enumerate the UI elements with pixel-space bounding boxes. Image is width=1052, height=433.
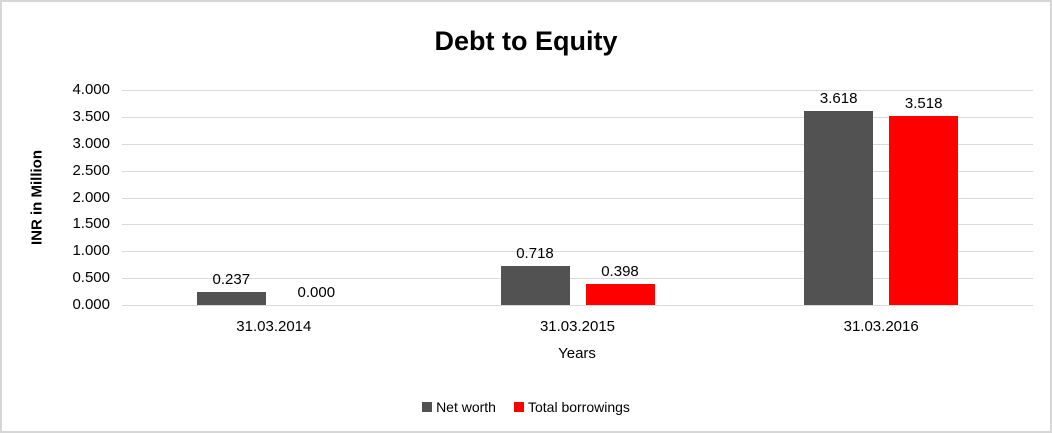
y-tick-label: 2.500 bbox=[72, 162, 110, 179]
legend-label: Net worth bbox=[436, 399, 496, 415]
gridline bbox=[122, 117, 1033, 118]
legend-swatch bbox=[422, 402, 433, 412]
y-tick-label: 0.500 bbox=[72, 269, 110, 286]
data-label: 0.718 bbox=[516, 245, 554, 262]
plot-area bbox=[122, 90, 1033, 306]
bar-total-borrowings bbox=[889, 116, 959, 305]
y-tick-label: 1.500 bbox=[72, 215, 110, 232]
chart-title: Debt to Equity bbox=[434, 26, 618, 56]
legend-item-net-worth: Net worth bbox=[422, 399, 496, 415]
legend-label: Total borrowings bbox=[527, 399, 630, 415]
x-category-label: 31.03.2016 bbox=[843, 318, 919, 335]
data-label: 0.237 bbox=[212, 271, 251, 288]
x-category-label: 31.03.2015 bbox=[539, 318, 616, 335]
x-category-label: 31.03.2014 bbox=[236, 318, 312, 335]
gridline bbox=[122, 90, 1033, 91]
gridline bbox=[122, 198, 1033, 199]
y-tick-label: 2.000 bbox=[72, 189, 110, 206]
y-tick-label: 3.500 bbox=[72, 108, 110, 125]
data-label: 0.398 bbox=[601, 263, 639, 280]
gridline bbox=[122, 171, 1033, 172]
y-tick-label: 4.000 bbox=[72, 81, 110, 98]
gridline bbox=[122, 278, 1033, 279]
y-tick-label: 1.000 bbox=[72, 242, 110, 259]
data-label: 3.618 bbox=[819, 90, 858, 107]
gridline bbox=[122, 224, 1033, 225]
x-axis-line bbox=[122, 305, 1033, 306]
data-label: 3.518 bbox=[904, 95, 943, 112]
legend: Net worth Total borrowings bbox=[2, 398, 1050, 416]
y-tick-label: 0.000 bbox=[72, 296, 110, 313]
gridline bbox=[122, 251, 1033, 252]
bar-net-worth bbox=[804, 111, 874, 305]
bar-net-worth bbox=[196, 292, 266, 305]
legend-item-total-borrowings: Total borrowings bbox=[513, 399, 630, 415]
y-tick-label: 3.000 bbox=[72, 135, 110, 152]
x-axis-title: Years bbox=[558, 345, 596, 362]
legend-swatch bbox=[513, 402, 524, 412]
data-label: 0.000 bbox=[297, 284, 336, 301]
bar-total-borrowings bbox=[585, 284, 655, 305]
bar-net-worth bbox=[500, 266, 570, 305]
gridline bbox=[122, 144, 1033, 145]
